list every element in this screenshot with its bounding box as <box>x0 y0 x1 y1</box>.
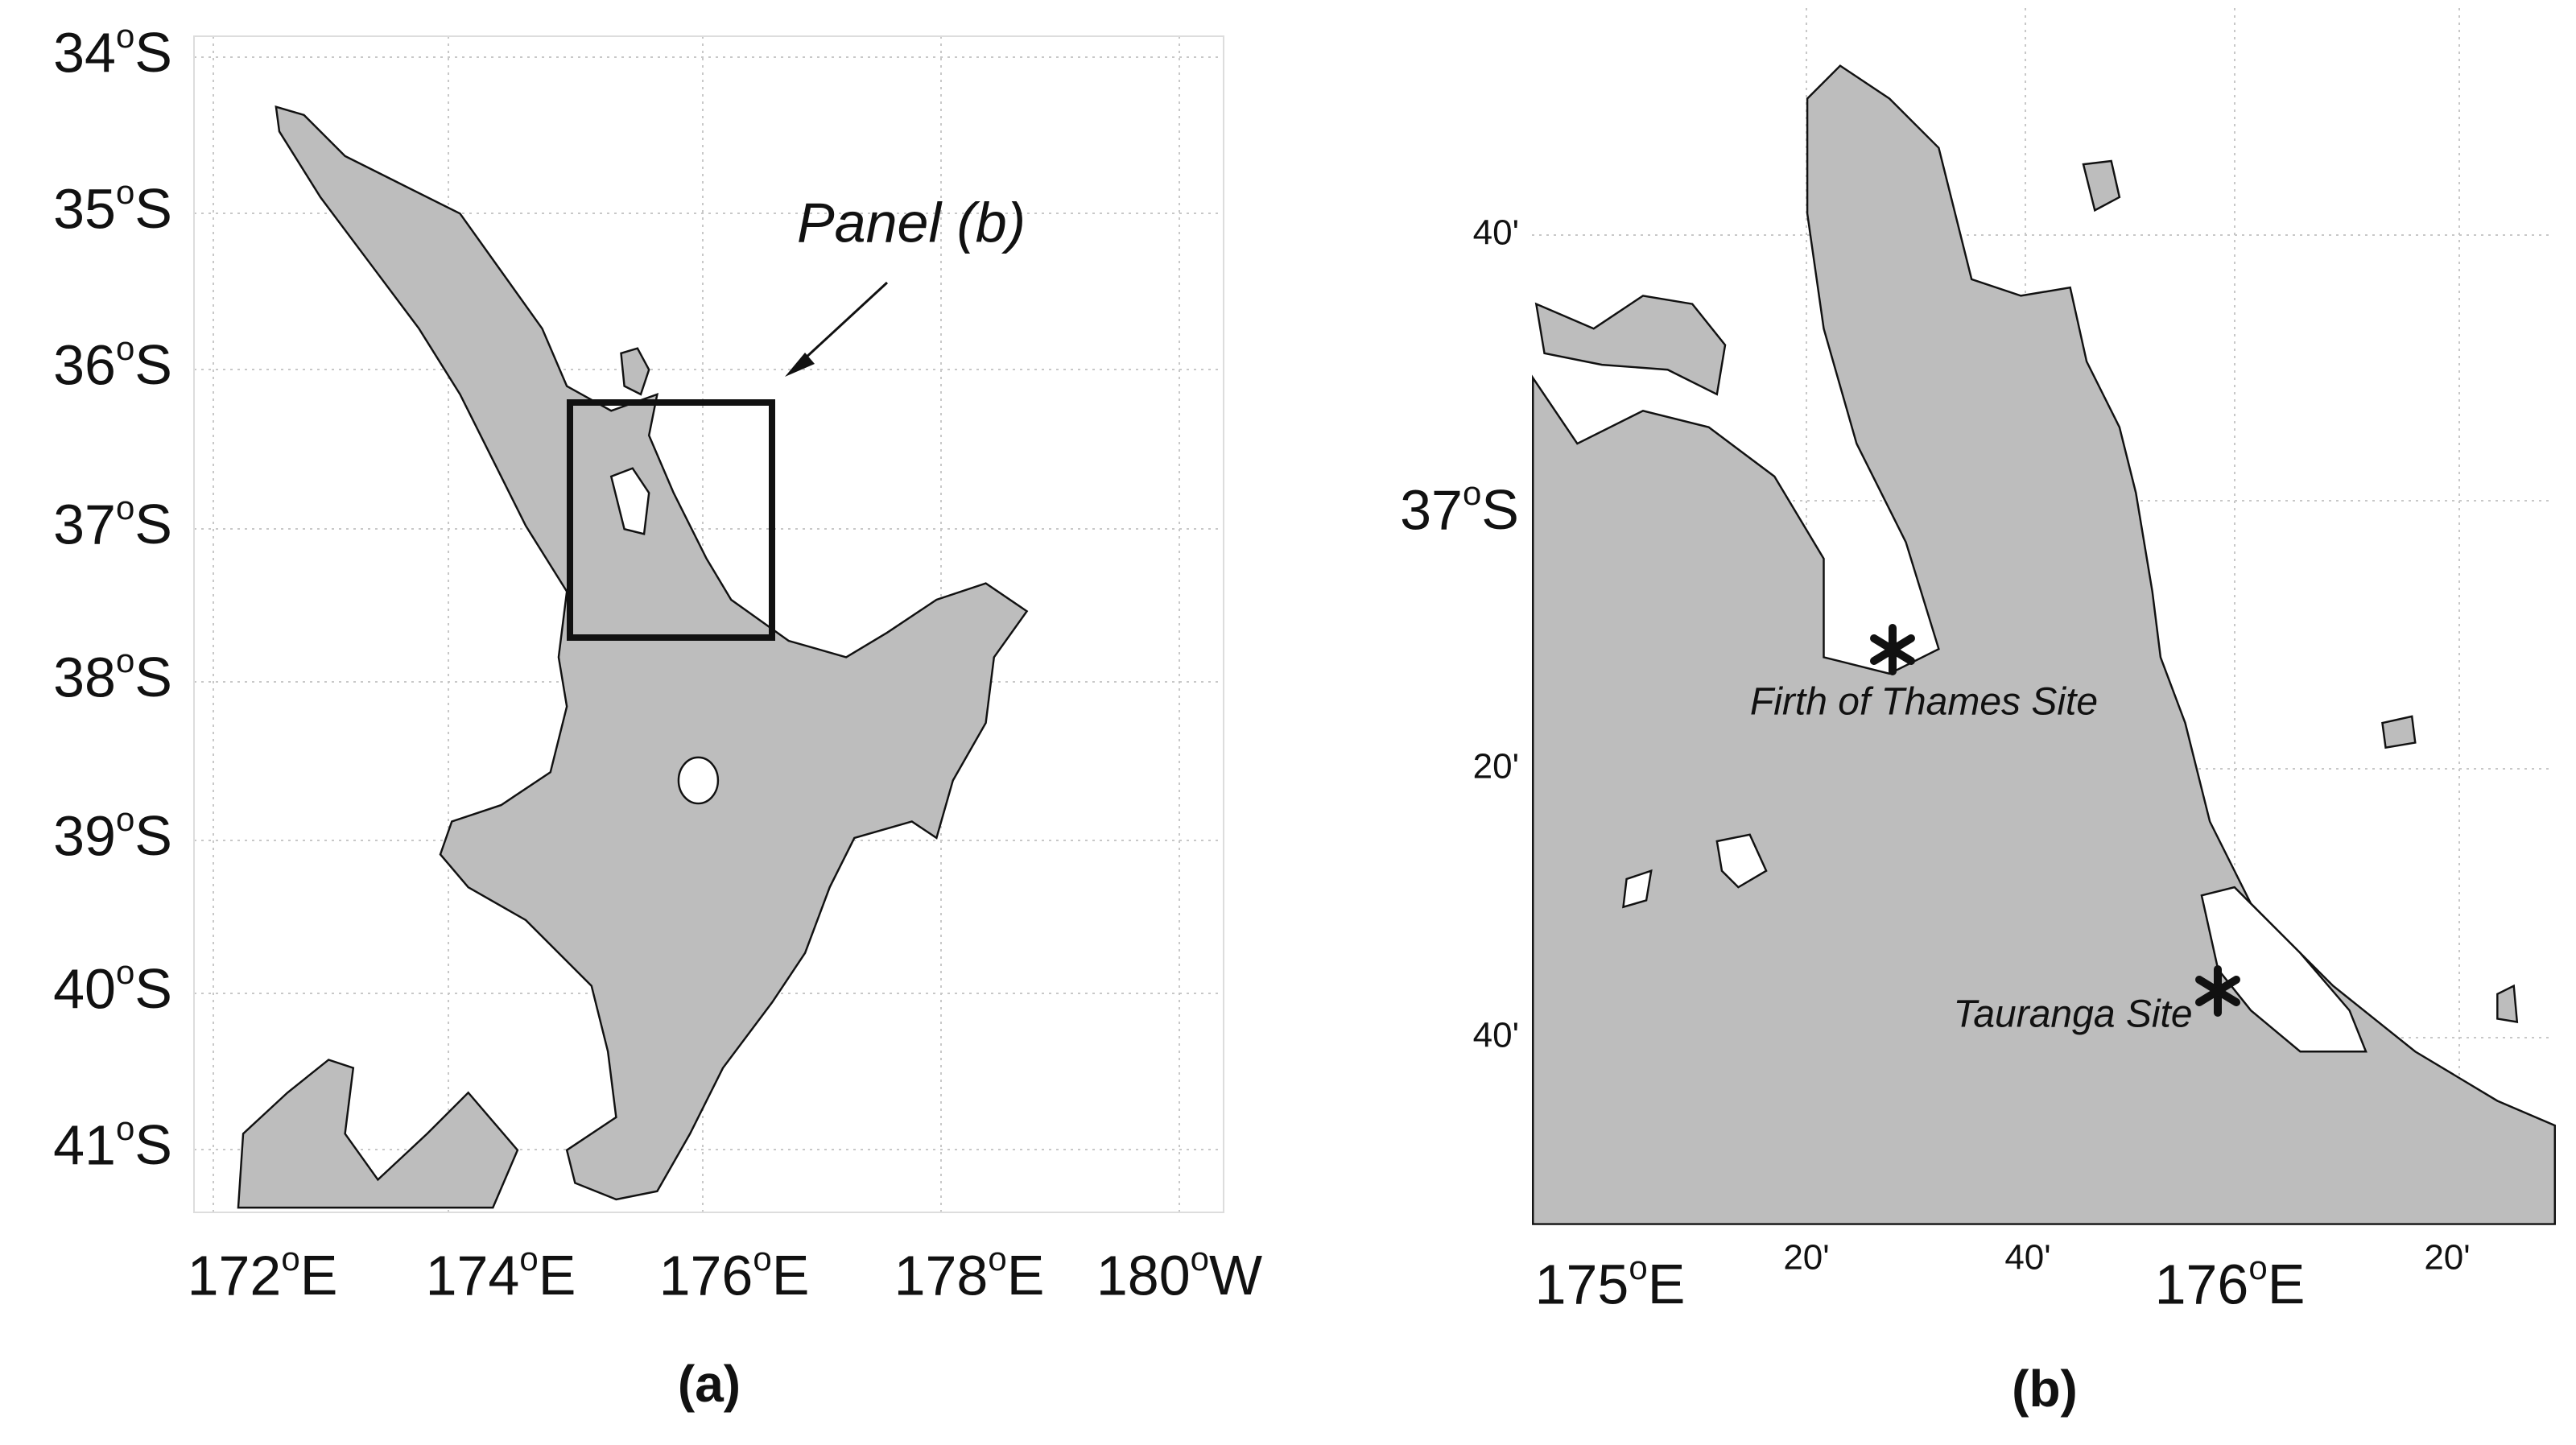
lon-label: 178oE <box>894 1240 1045 1307</box>
site-label: Firth of Thames Site <box>1750 681 2098 724</box>
arrow-head <box>785 353 815 377</box>
lon-label: 175oE <box>1535 1249 1686 1316</box>
coast-b <box>1532 64 2556 1225</box>
annotation: Panel (b) <box>797 191 1026 254</box>
lat-label: 34oS <box>53 17 172 85</box>
site-marker-firth <box>1870 624 1915 675</box>
lat-label: 40' <box>1473 1016 1519 1055</box>
caption: (a) <box>678 1355 741 1413</box>
panel-a-map: Panel (b) (a) <box>193 35 1224 1413</box>
site-label: Tauranga Site <box>1953 993 2192 1036</box>
lon-label: 176oE <box>659 1240 810 1307</box>
caption: (b) <box>2012 1360 2078 1418</box>
panel-b-map: Firth of Thames Site Tauranga Site (b) <box>1532 8 2556 1418</box>
site-marker-tauranga <box>2195 965 2240 1017</box>
lon-label: 180oW <box>1096 1240 1262 1307</box>
lon-label: 20' <box>2424 1238 2470 1278</box>
lon-label: 172oE <box>188 1240 338 1307</box>
lat-label: 37oS <box>53 489 172 556</box>
lat-label: 35oS <box>53 173 172 241</box>
lat-label: 41oS <box>53 1109 172 1177</box>
lon-label: 40' <box>2004 1238 2050 1278</box>
lat-label: 37oS <box>1400 474 1519 542</box>
lon-label: 20' <box>1783 1238 1829 1278</box>
lat-label: 40' <box>1473 213 1519 253</box>
lat-label: 38oS <box>53 642 172 709</box>
lon-label: 174oE <box>426 1240 576 1307</box>
arrow <box>791 281 889 371</box>
lat-label: 36oS <box>53 329 172 397</box>
north-island <box>237 105 1029 1209</box>
lat-label: 20' <box>1473 747 1519 786</box>
lon-label: 176oE <box>2155 1249 2306 1316</box>
panel-b-extent <box>567 399 775 641</box>
lat-label: 40oS <box>53 953 172 1021</box>
lat-label: 39oS <box>53 800 172 868</box>
